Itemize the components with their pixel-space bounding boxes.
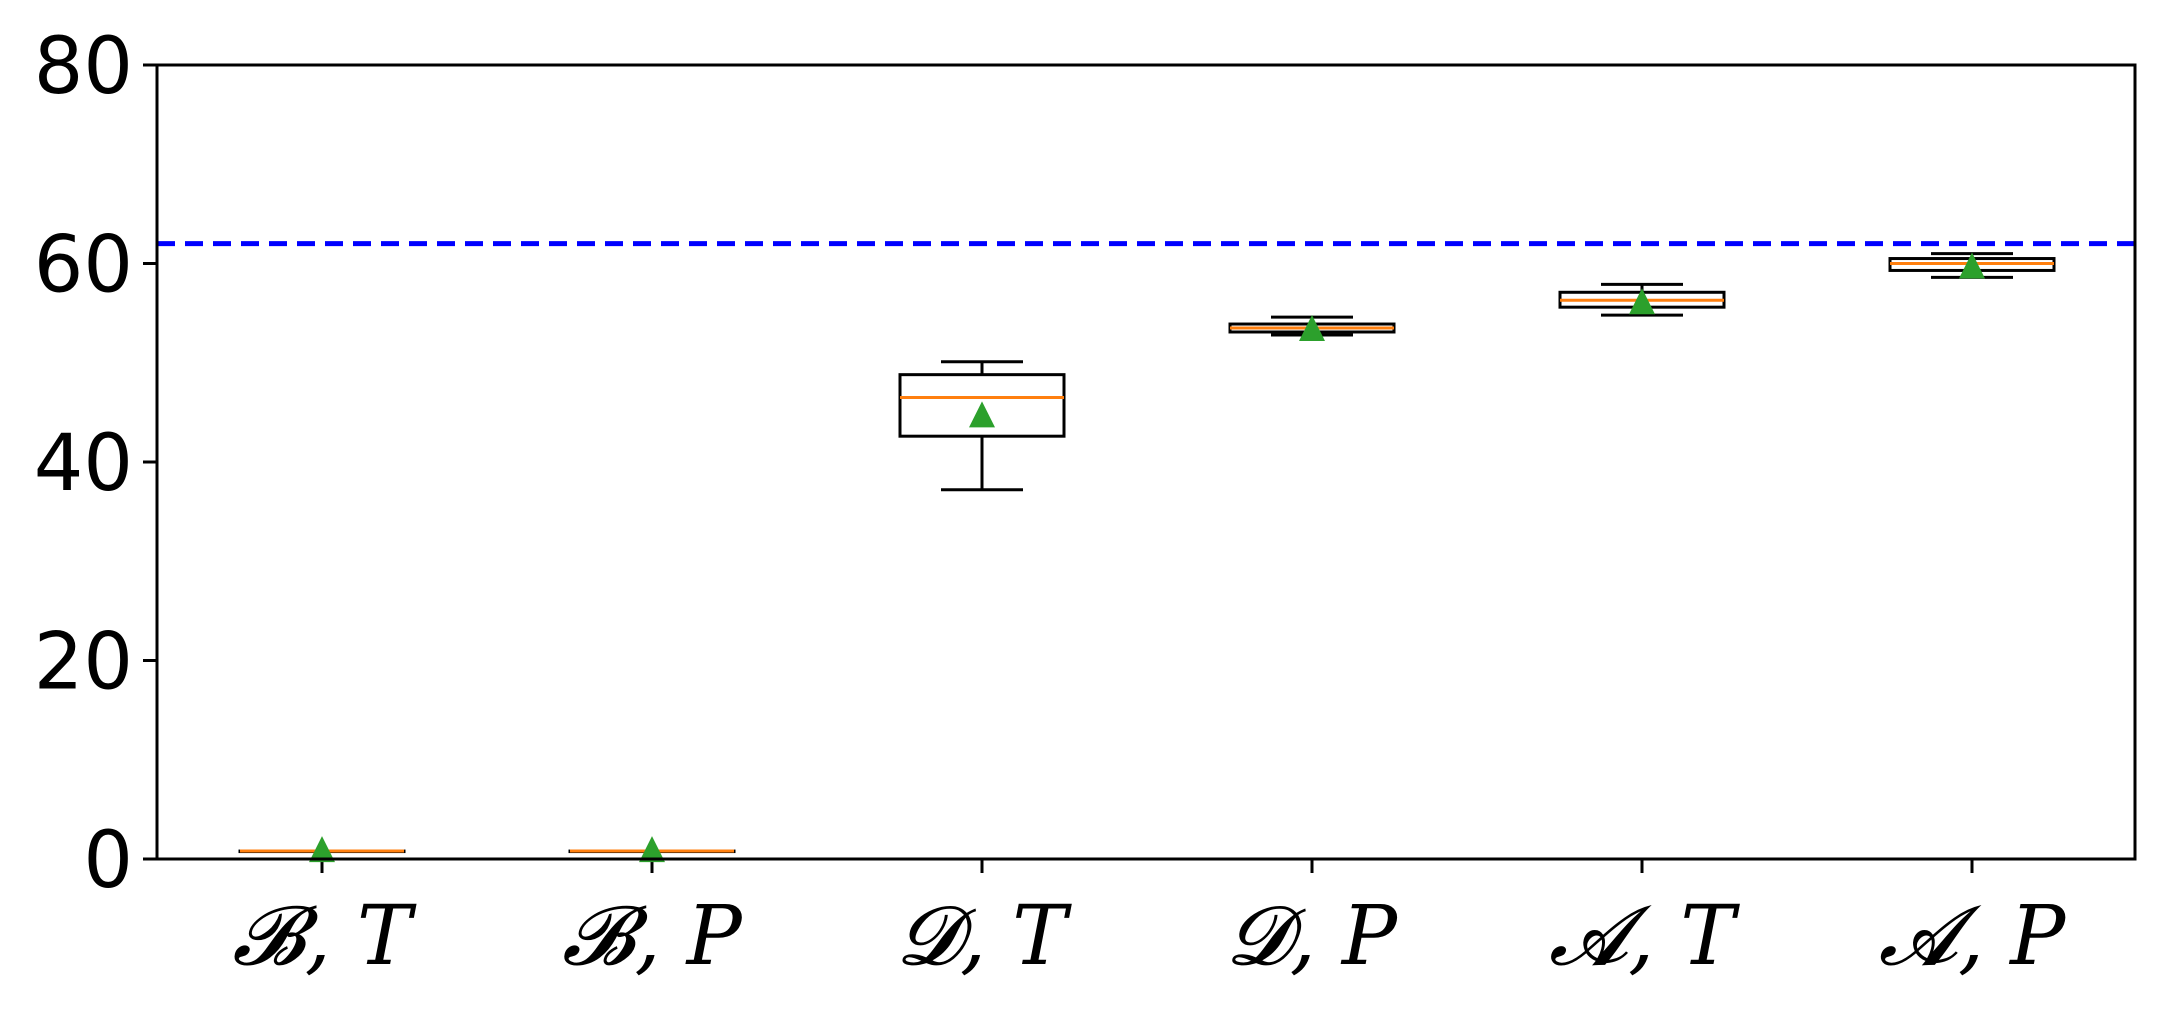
- y-tick-label: 80: [34, 22, 133, 112]
- x-tick-label: 𝓐, P: [1879, 889, 2067, 984]
- x-tick-label: 𝓓, P: [1227, 889, 1399, 984]
- x-tick-label: 𝓓, T: [897, 889, 1072, 984]
- box-3: [898, 360, 1066, 492]
- y-axis: 0 20 40 60 80: [34, 22, 157, 906]
- box-1: [238, 836, 406, 863]
- mean-marker: [639, 836, 665, 863]
- mean-marker: [1299, 315, 1325, 342]
- y-tick-label: 40: [34, 419, 133, 509]
- mean-marker: [1629, 288, 1655, 315]
- box-2: [568, 836, 736, 863]
- y-tick-label: 0: [83, 816, 133, 906]
- boxes-layer: [238, 252, 2056, 863]
- box-5: [1558, 282, 1726, 317]
- plot-frame: [155, 63, 2137, 861]
- x-tick-label: 𝓐, T: [1549, 889, 1740, 984]
- mean-marker: [1959, 252, 1985, 279]
- y-tick-label: 20: [34, 618, 133, 708]
- box-iqr: [898, 373, 1066, 438]
- box-4: [1228, 315, 1396, 342]
- box-6: [1888, 252, 2056, 279]
- mean-marker: [969, 401, 995, 428]
- mean-marker: [309, 836, 335, 863]
- x-tick-label: 𝓑, P: [562, 889, 743, 984]
- y-tick-label: 60: [34, 221, 133, 311]
- x-axis: 𝓑, T 𝓑, P 𝓓, T 𝓓, P 𝓐, T 𝓐, P: [232, 859, 2067, 984]
- x-tick-label: 𝓑, T: [232, 889, 416, 984]
